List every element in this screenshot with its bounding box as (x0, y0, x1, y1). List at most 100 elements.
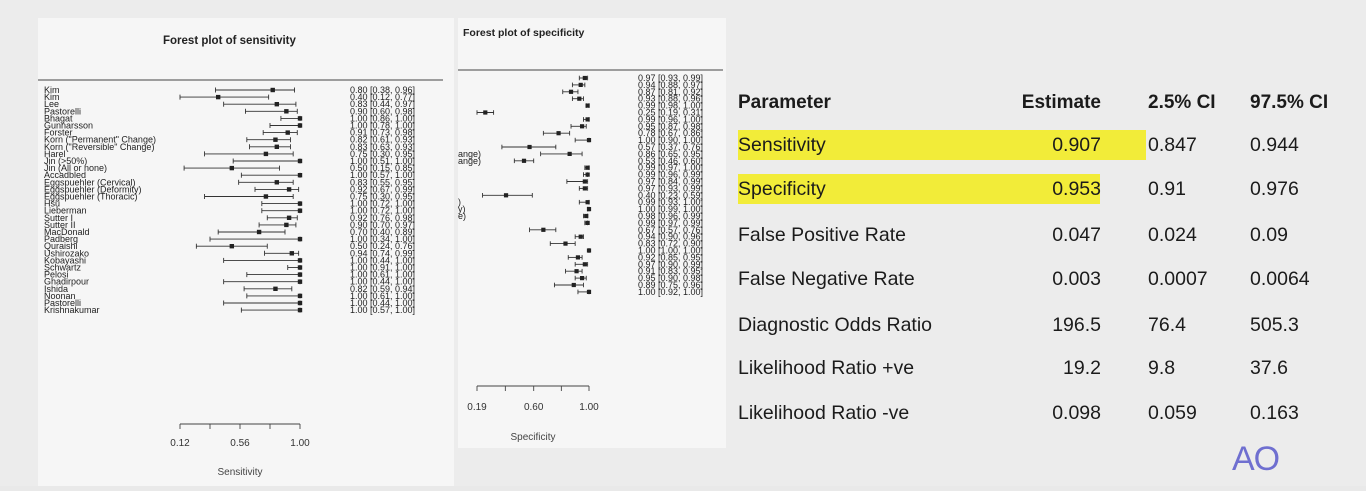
specificity-plot-svg: ange)ange))y)e)0.97 [0.93, 0.99]0.94 [0.… (458, 69, 723, 443)
sens-x-tick-label: 1.00 (290, 438, 310, 449)
table-row: Sensitivity 0.907 0.847 0.944 (738, 130, 1348, 160)
spec-ci-text: 0.40 [0.23, 0.59] (638, 190, 703, 200)
spec-point (585, 220, 590, 225)
sens-point (274, 180, 280, 185)
spec-ci-text: 0.93 [0.88, 0.96] (638, 94, 703, 104)
spec-ci-text: 0.99 [0.98, 1.00] (638, 101, 703, 111)
spec-point (578, 234, 583, 239)
spec-point (586, 248, 592, 253)
spec-ci-text: 1.00 [0.90, 1.00] (638, 135, 703, 145)
spec-ci-text: 0.83 [0.72, 0.90] (638, 239, 703, 249)
spec-ci-text: 0.95 [0.90, 0.98] (638, 273, 703, 283)
sens-point (215, 94, 221, 100)
table-header-row: Parameter Estimate 2.5% CI 97.5% CI (738, 88, 1348, 118)
spec-ci-text: 0.78 [0.67, 0.86] (638, 128, 703, 138)
sens-point (256, 229, 262, 235)
sens-study-label: Hsu (44, 199, 60, 209)
cell-parameter: False Positive Rate (738, 224, 906, 246)
spec-ci-text: 0.92 [0.85, 0.95] (638, 252, 703, 262)
sens-study-label: Kim (44, 85, 60, 95)
spec-ci-text: 0.99 [0.96, 1.00] (638, 114, 703, 124)
sens-point (297, 279, 303, 284)
row-highlight (738, 130, 1146, 160)
spec-point (578, 82, 583, 87)
spec-point (582, 262, 587, 267)
sens-study-label: Schwartz (44, 263, 82, 273)
sens-ci-text: 0.83 [0.44, 0.97] (350, 99, 415, 109)
cell-ci-high: 505.3 (1250, 314, 1299, 336)
table-row: Specificity 0.953 0.91 0.976 (738, 174, 1348, 204)
spec-ci-text: 0.89 [0.75, 0.96] (638, 280, 703, 290)
sens-study-label: Lieberman (44, 206, 87, 216)
sens-ci-text: 1.00 [0.34, 1.00] (350, 234, 415, 244)
spec-point (579, 276, 585, 281)
spec-ci-text: 1.00 [0.92, 1.00] (638, 287, 703, 297)
spec-ci-text: 0.86 [0.65, 0.95] (638, 149, 703, 159)
sens-ci-text: 0.82 [0.59, 0.94] (350, 284, 415, 294)
sens-study-label: Sutter II (44, 220, 76, 230)
sens-ci-text: 0.82 [0.61, 0.93] (350, 135, 415, 145)
sens-point (229, 165, 235, 171)
sens-study-label: Lee (44, 99, 59, 109)
sens-point (297, 208, 303, 213)
spec-ci-text: 0.91 [0.83, 0.95] (638, 266, 703, 276)
sensitivity-plot-svg: Kim 0.80 [0.38, 0.96] Kim 0.40 [0.12, 0.77]… (38, 79, 443, 478)
cell-parameter: Sensitivity (738, 134, 826, 156)
cell-ci-high: 0.09 (1250, 224, 1288, 246)
cell-estimate: 0.047 (1052, 224, 1101, 246)
cell-estimate: 196.5 (1052, 314, 1101, 336)
sens-ci-text: 0.90 [0.70, 0.97] (350, 220, 415, 230)
spec-x-axis-label: Specificity (510, 432, 555, 443)
sens-study-label: Padberg (44, 234, 78, 244)
spec-label-fragment: y) (458, 204, 466, 214)
sens-ci-text: 1.00 [0.78, 1.00] (350, 121, 415, 131)
sens-study-label: Pastorelli (44, 106, 81, 116)
sens-ci-text: 1.00 [0.51, 1.00] (350, 156, 415, 166)
spec-point (483, 110, 488, 115)
sens-study-label: Korn ("Permanent" Change) (44, 135, 156, 145)
sens-point (297, 123, 303, 128)
spec-ci-text: 0.97 [0.93, 0.99] (638, 73, 703, 83)
spec-point (574, 269, 579, 274)
cell-ci-low: 0.059 (1148, 402, 1197, 424)
spec-point (585, 200, 590, 205)
sens-point (297, 201, 303, 206)
sens-point (297, 258, 303, 263)
sens-study-label: MacDonald (44, 227, 90, 237)
sens-ci-text: 1.00 [0.61, 1.00] (350, 270, 415, 280)
sens-study-label: Pastorelli (44, 298, 81, 308)
sens-study-label: Ushirozako (44, 248, 89, 258)
spec-x-tick-label: 1.00 (579, 402, 599, 413)
spec-ci-text: 1.00 [0.99, 1.00] (638, 204, 703, 214)
sens-study-label: Harel (44, 149, 66, 159)
spec-ci-text: 0.94 [0.90, 0.96] (638, 232, 703, 242)
sens-ci-text: 0.83 [0.55, 0.95] (350, 177, 415, 187)
ao-logo: AO (1232, 440, 1280, 478)
sens-ci-text: 0.92 [0.67, 0.99] (350, 184, 415, 194)
sens-ci-text: 1.00 [0.72, 1.00] (350, 199, 415, 209)
sens-point (273, 137, 278, 142)
sens-point (285, 130, 290, 135)
sens-ci-text: 0.75 [0.30, 0.95] (350, 149, 415, 159)
spec-label-fragment: ange) (458, 156, 481, 166)
spec-point (541, 227, 546, 232)
spec-ci-text: 0.97 [0.84, 0.99] (638, 177, 703, 187)
spec-ci-text: 0.99 [0.97, 0.99] (638, 218, 703, 228)
sens-point (297, 300, 303, 306)
row-highlight (738, 174, 1100, 204)
sens-ci-text: 1.00 [0.44, 1.00] (350, 298, 415, 308)
sens-point (274, 144, 280, 149)
header-parameter: Parameter (738, 92, 831, 113)
spec-point (584, 213, 589, 219)
spec-point (571, 282, 576, 288)
spec-ci-text: 0.53 [0.46, 0.60] (638, 156, 703, 166)
spec-point (577, 96, 582, 101)
spec-point (503, 193, 509, 198)
spec-ci-text: 0.94 [0.88, 0.97] (638, 80, 703, 90)
spec-point (527, 144, 532, 150)
sens-study-label: Ghadirpour (44, 277, 89, 287)
sens-ci-text: 0.50 [0.15, 0.85] (350, 163, 415, 173)
sens-point (286, 187, 292, 192)
sens-ci-text: 0.80 [0.38, 0.96] (350, 85, 415, 95)
spec-point (582, 75, 587, 81)
